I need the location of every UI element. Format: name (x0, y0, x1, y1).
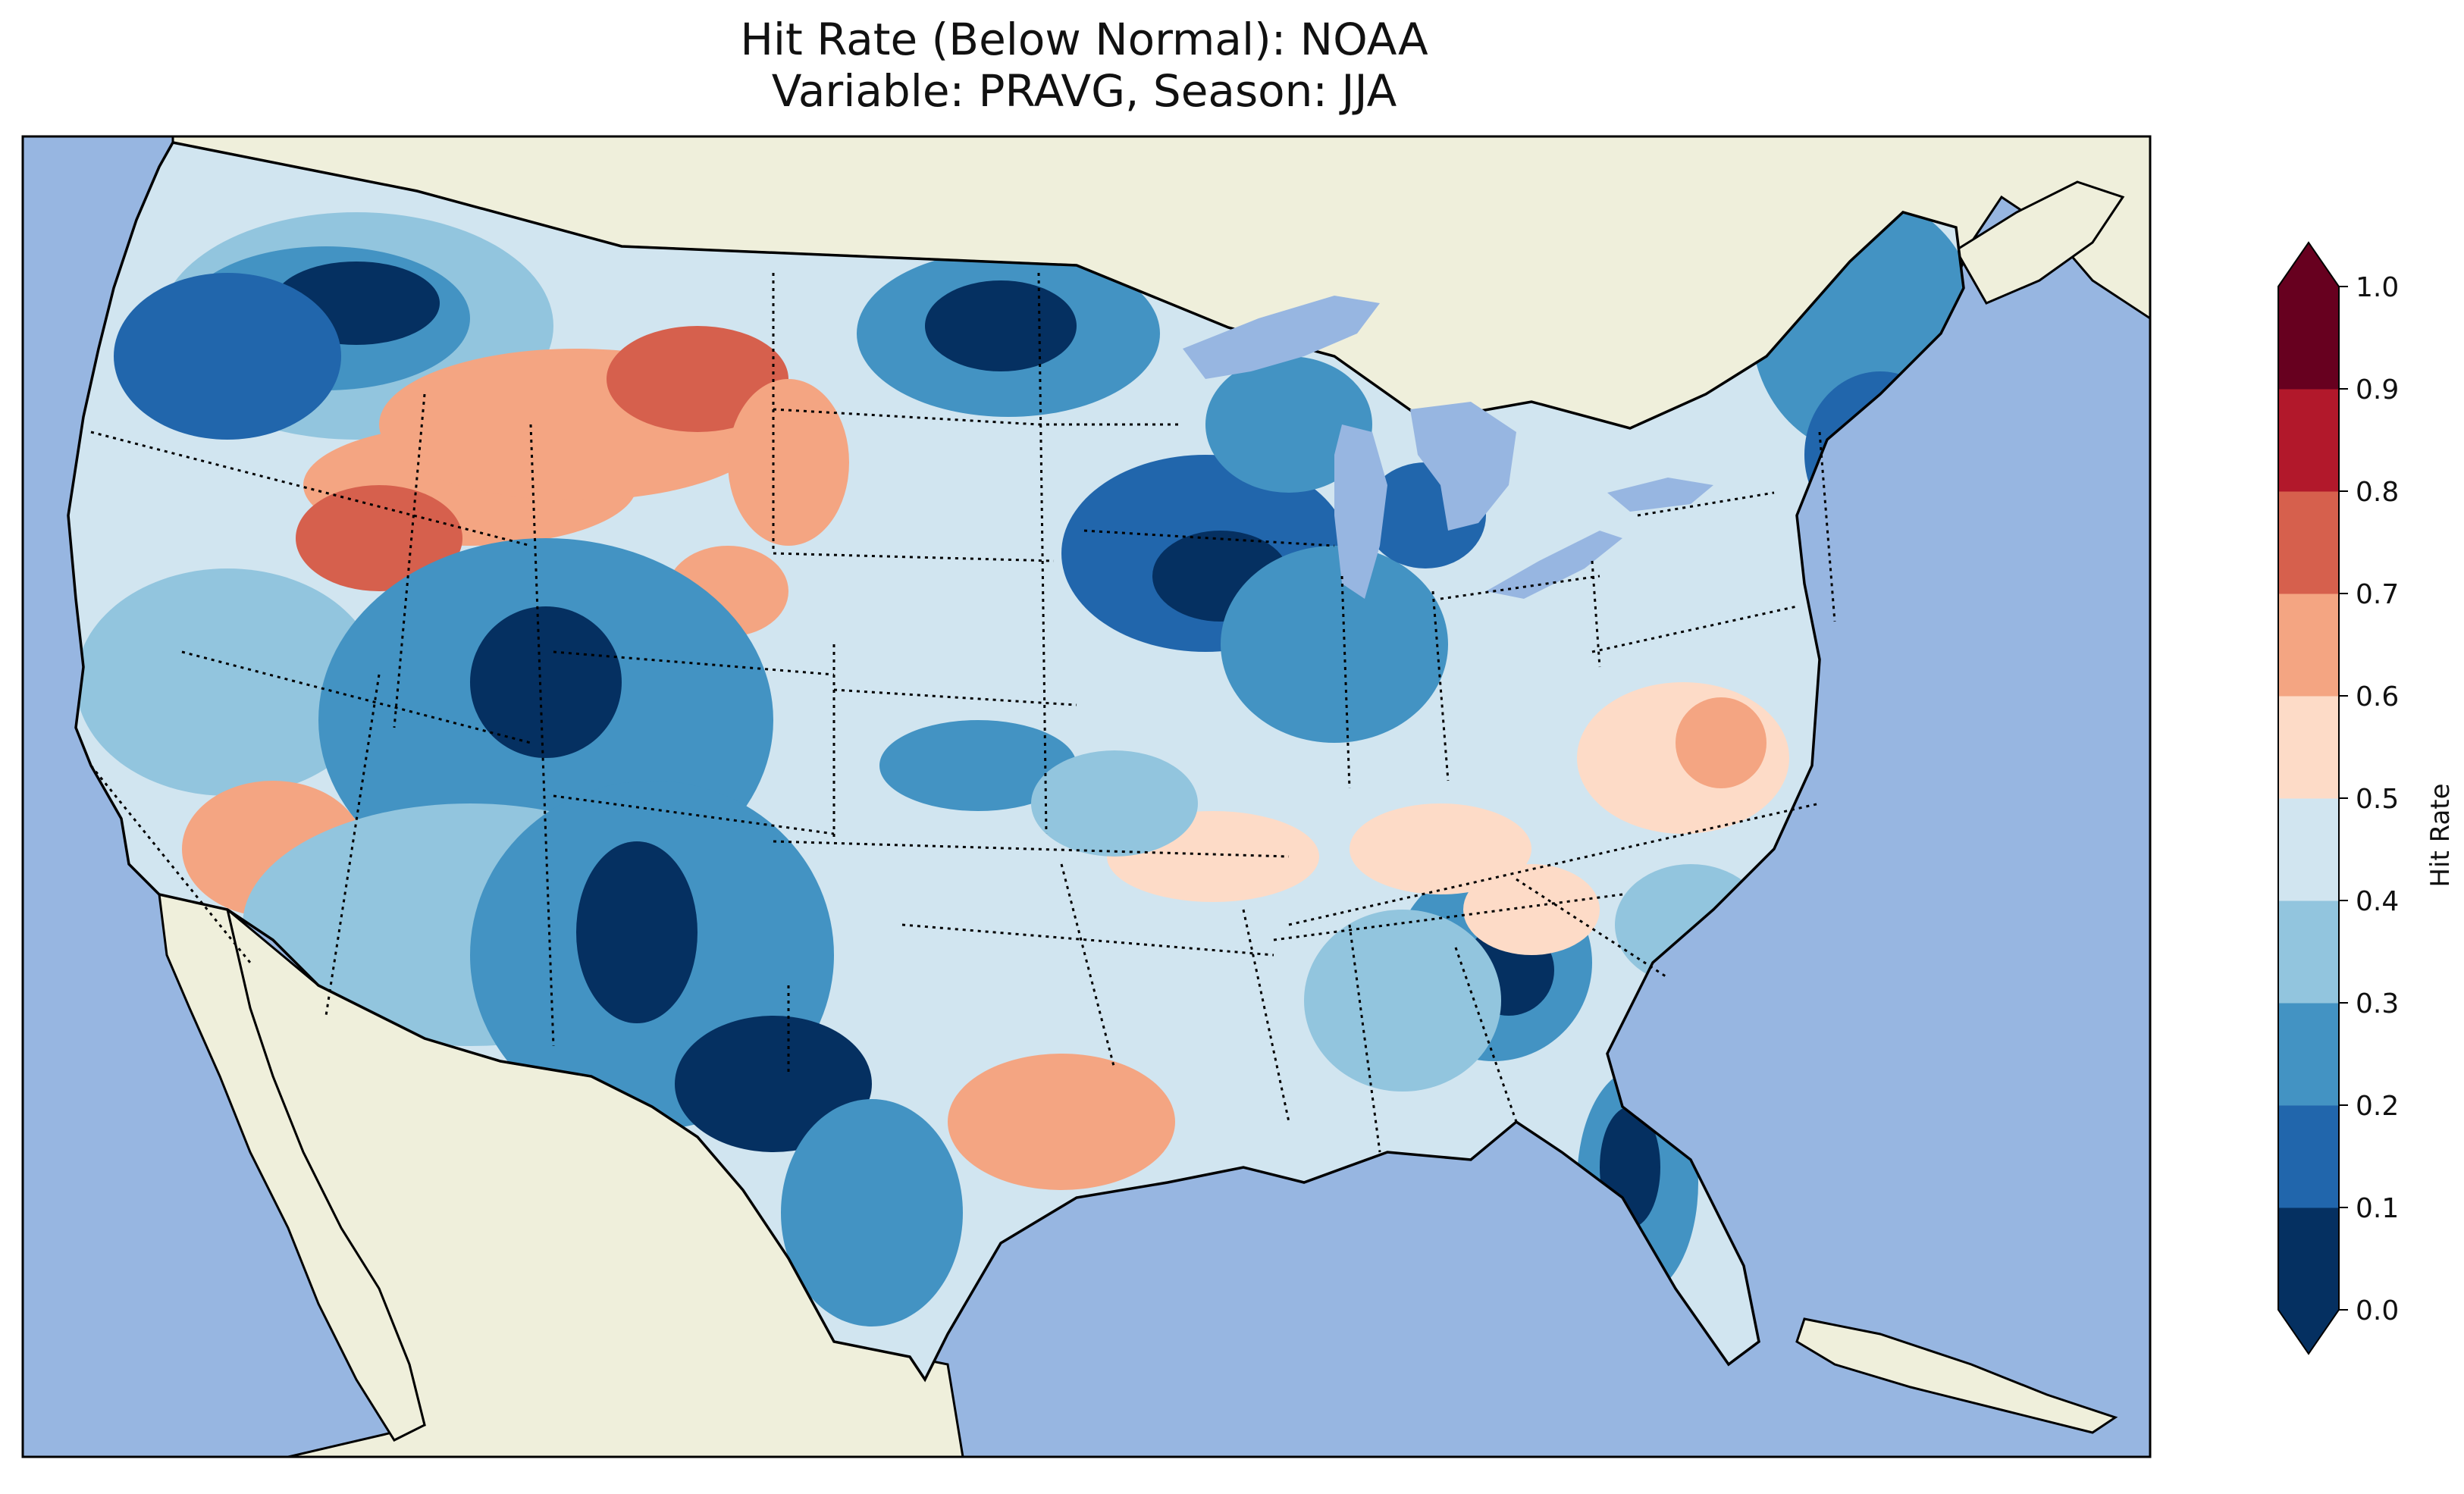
title-line-2: Variable: PRAVG, Season: JJA (771, 65, 1397, 117)
heatmap-patch (114, 273, 341, 440)
us-coastline (67, 141, 1965, 1383)
colorbar-under-arrow (2278, 1310, 2339, 1354)
colorbar-bin (2278, 1003, 2339, 1106)
heatmap-patch (296, 485, 462, 591)
heatmap-patch (76, 568, 379, 796)
heatmap-patch (948, 1054, 1175, 1190)
colorbar-tick-label: 1.0 (2356, 272, 2399, 303)
map-title: Hit Rate (Below Normal): NOAA Variable: … (23, 14, 2146, 117)
heatmap-patch (781, 1099, 963, 1326)
lake-superior (1183, 296, 1380, 379)
colorbar-bin (2278, 1105, 2339, 1208)
colorbar-bin (2278, 491, 2339, 594)
cuba-island (1795, 1317, 2118, 1434)
colorbar-tick-label: 0.2 (2356, 1091, 2399, 1122)
colorbar-bin (2278, 1207, 2339, 1311)
baja-peninsula (158, 893, 426, 1442)
lake-michigan (1334, 424, 1387, 599)
heatmap-patch (925, 280, 1077, 371)
colorbar-tick-label: 0.8 (2356, 477, 2399, 508)
heatmap-patch (576, 841, 698, 1023)
colorbar-tick-label: 0.0 (2356, 1295, 2399, 1326)
lake-huron (1410, 402, 1516, 531)
colorbar-bin (2278, 287, 2339, 390)
heatmap-patch (728, 379, 849, 546)
colorbar-over-arrow (2278, 243, 2339, 287)
colorbar-bin (2278, 798, 2339, 901)
nova-scotia-land (1954, 180, 2125, 305)
title-line-1: Hit Rate (Below Normal): NOAA (740, 14, 1428, 65)
colorbar-bin (2278, 900, 2339, 1004)
colorbar-label: Hit Rate (2425, 783, 2456, 887)
lake-ontario (1607, 478, 1713, 512)
heatmap-patch (879, 720, 1077, 811)
heatmap-patch (1031, 750, 1198, 857)
heatmap-patch (1676, 697, 1766, 788)
colorbar-tick-label: 0.5 (2356, 784, 2399, 815)
colorbar-bin (2278, 389, 2339, 492)
map-frame (21, 135, 2152, 1458)
heatmap-patch (1463, 864, 1600, 955)
colorbar-tick-label: 0.1 (2356, 1193, 2399, 1224)
heatmap-patch (607, 326, 788, 432)
colorbar-tick-label: 0.7 (2356, 579, 2399, 610)
heatmap-patch (1350, 803, 1531, 894)
heatmap-patch (470, 606, 622, 758)
colorbar-tick-label: 0.9 (2356, 374, 2399, 406)
colorbar-bin (2278, 594, 2339, 697)
lake-erie (1486, 531, 1622, 599)
colorbar-tick-label: 0.6 (2356, 681, 2399, 713)
heatmap-patch (1221, 546, 1448, 743)
colorbar-tick-label: 0.4 (2356, 886, 2399, 917)
colorbar-bin (2278, 696, 2339, 799)
heatmap-patch (1205, 356, 1372, 493)
colorbar-tick-label: 0.3 (2356, 988, 2399, 1019)
state-borders (89, 272, 1836, 1153)
